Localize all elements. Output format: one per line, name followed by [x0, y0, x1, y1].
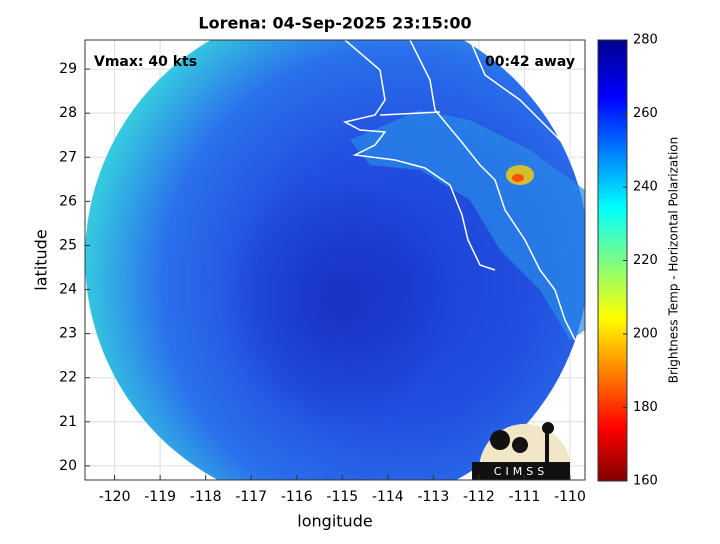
warm-spot [512, 174, 524, 182]
y-tick-label: 20 [59, 458, 77, 474]
x-tick-label: -117 [235, 489, 267, 505]
x-tick-label: -118 [190, 489, 222, 505]
x-tick-label: -113 [417, 489, 449, 505]
x-tick-label: -114 [372, 489, 404, 505]
y-axis-label: latitude [32, 229, 51, 290]
y-tick-label: 28 [59, 105, 77, 121]
colorbar-tick-label: 280 [633, 33, 658, 48]
y-tick-label: 25 [59, 237, 77, 253]
y-tick-label: 23 [59, 326, 77, 342]
plot-frame [84, 39, 586, 481]
x-tick-label: -112 [463, 489, 495, 505]
logo-text: CIMSS [494, 465, 548, 478]
colorbar-label: Brightness Temp - Horizontal Polarizatio… [667, 137, 681, 384]
coastline [342, 40, 585, 341]
colorbar-tick-label: 220 [633, 253, 658, 268]
colorbar-tick-label: 240 [633, 180, 658, 195]
x-tick-label: -119 [144, 489, 176, 505]
y-tick-label: 26 [59, 193, 77, 209]
chart-title: Lorena: 04-Sep-2025 23:15:00 [198, 14, 471, 33]
y-tick-label: 24 [59, 282, 77, 298]
colorbar [597, 39, 628, 482]
x-tick-label: -120 [99, 489, 131, 505]
image: CIMSS [85, 40, 585, 480]
x-tick-label: -111 [509, 489, 541, 505]
x-tick-label: -116 [281, 489, 313, 505]
annotation: 00:42 away [485, 54, 575, 70]
colorbar-tick-label: 180 [633, 400, 658, 415]
colorbar-tick-label: 160 [633, 474, 658, 489]
x-axis-label: longitude [297, 512, 372, 531]
y-tick-label: 27 [59, 149, 77, 165]
y-tick-label: 22 [59, 370, 77, 386]
annotation: Vmax: 40 kts [94, 54, 197, 70]
storm-core [220, 170, 460, 430]
x-tick-label: -115 [326, 489, 358, 505]
y-tick-label: 29 [59, 61, 77, 77]
x-tick-label: -110 [554, 489, 586, 505]
y-tick-label: 21 [59, 414, 77, 430]
colorbar-tick-label: 200 [633, 327, 658, 342]
logo: CIMSS [472, 422, 570, 480]
colorbar-tick-label: 260 [633, 106, 658, 121]
